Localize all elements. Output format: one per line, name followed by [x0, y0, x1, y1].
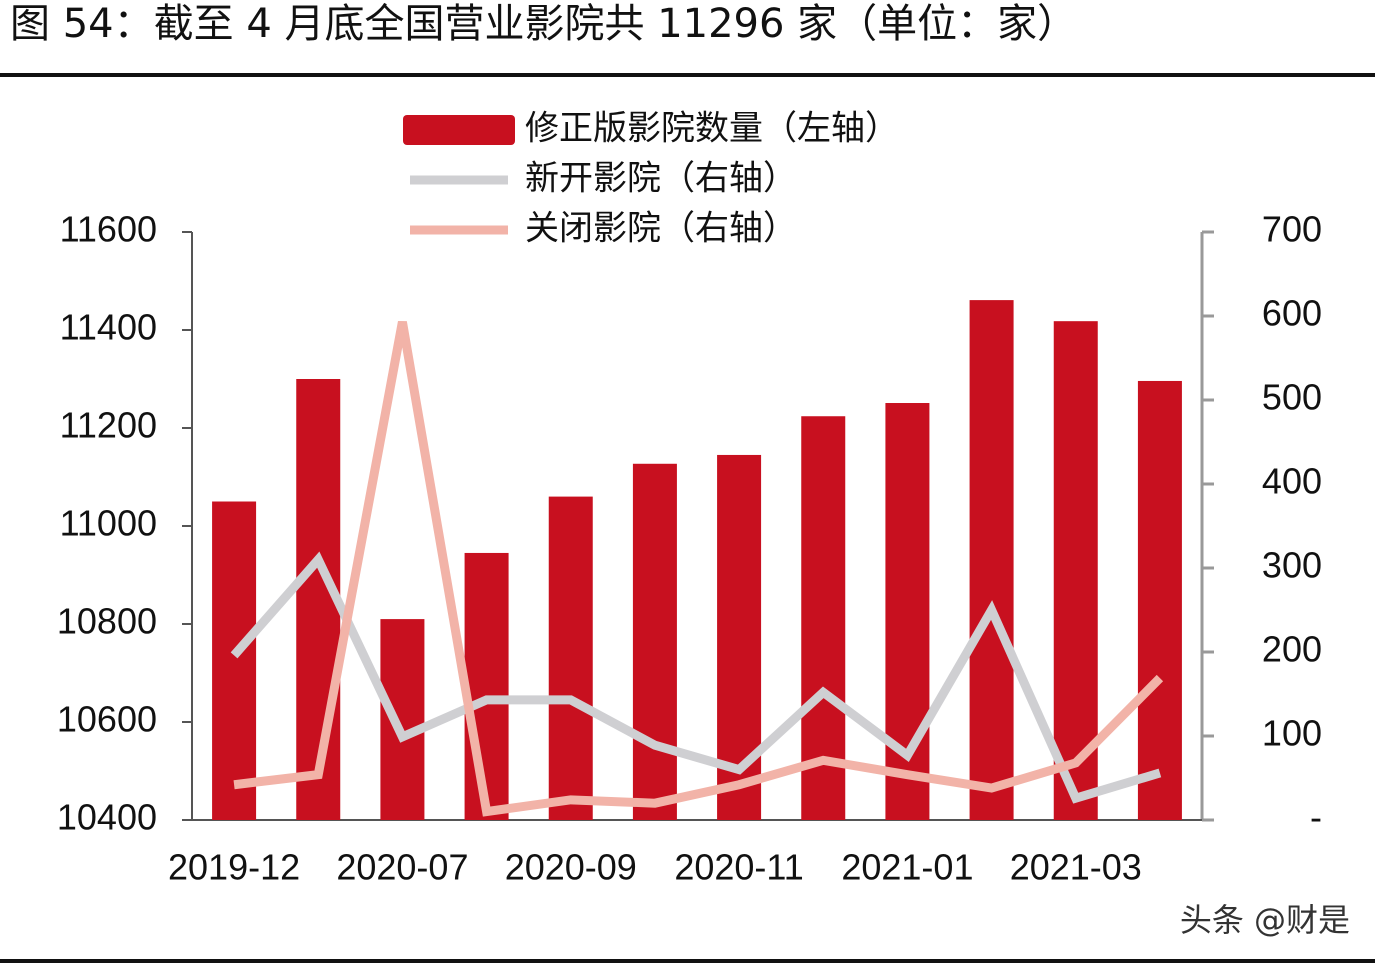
y2-tick-label: 100: [1262, 713, 1322, 754]
bar: [464, 552, 509, 820]
chart-title: 图 54：截至 4 月底全国营业影院共 11296 家（单位：家）: [10, 1, 1077, 47]
bar: [548, 496, 593, 820]
y2-tick-label: -: [1310, 797, 1322, 838]
bar: [969, 300, 1014, 820]
legend-label: 修正版影院数量（左轴）: [525, 109, 899, 149]
y2-tick-label: 600: [1262, 293, 1322, 334]
y-tick-label: 10400: [57, 797, 157, 838]
line: [233, 321, 1164, 817]
y2-tick-label: 300: [1262, 545, 1322, 586]
y-tick-label: 11400: [60, 307, 157, 348]
y-tick-label: 11200: [60, 405, 157, 446]
bar: [212, 501, 257, 820]
bar: [1053, 321, 1098, 820]
x-tick-label: 2020-11: [674, 847, 803, 888]
y2-tick-label: 500: [1262, 377, 1322, 418]
bar: [380, 619, 425, 820]
y-tick-label: 10600: [57, 699, 157, 740]
y2-tick-label: 200: [1262, 629, 1322, 670]
bar: [1137, 380, 1182, 820]
x-tick-label: 2020-09: [505, 847, 637, 888]
y-tick-label: 10800: [57, 601, 157, 642]
bar: [801, 416, 846, 820]
y-tick-label: 11000: [60, 503, 157, 544]
x-tick-label: 2020-07: [336, 847, 468, 888]
y2-tick-label: 700: [1262, 209, 1322, 250]
watermark: 头条 @财是: [1180, 901, 1350, 939]
x-tick-label: 2021-01: [841, 847, 973, 888]
legend-label: 新开影院（右轴）: [525, 159, 797, 199]
legend-label: 关闭影院（右轴）: [525, 209, 797, 249]
bar: [632, 463, 677, 820]
legend-swatch: [403, 115, 515, 145]
line: [230, 551, 1162, 804]
y2-tick-label: 400: [1262, 461, 1322, 502]
x-tick-label: 2021-03: [1010, 847, 1142, 888]
y-tick-label: 11600: [60, 209, 157, 250]
x-tick-label: 2019-12: [168, 847, 300, 888]
